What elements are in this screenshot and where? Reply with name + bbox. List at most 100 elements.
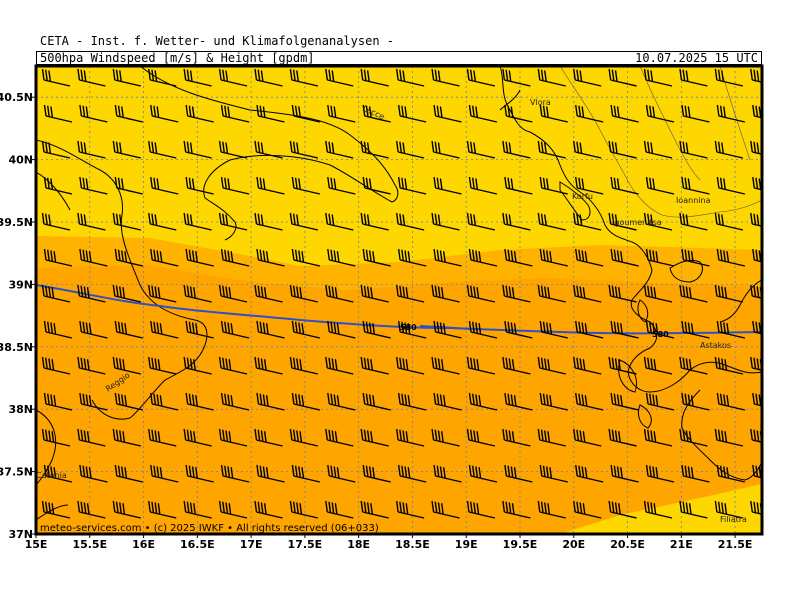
wind-barb — [575, 320, 604, 339]
wind-barb — [752, 392, 762, 407]
wind-barb — [714, 356, 744, 375]
wind-barb — [750, 68, 762, 83]
wind-barb — [504, 176, 533, 195]
wind-barb — [575, 176, 604, 195]
wind-barb — [397, 320, 427, 339]
wind-barb — [397, 104, 427, 123]
lon-tick-label: 18.5E — [395, 538, 430, 551]
lon-tick-label: 21E — [670, 538, 693, 551]
wind-barb — [610, 320, 639, 339]
wind-barb — [256, 464, 285, 483]
wind-barb — [79, 392, 108, 411]
header-parameter: 500hpa Windspeed [m/s] & Height [gpdm] — [40, 51, 315, 65]
wind-barb — [502, 140, 531, 159]
copyright-text: meteo-services.com • (c) 2025 IWKF • All… — [40, 523, 379, 534]
wind-barb — [79, 104, 108, 123]
wind-barb — [112, 500, 141, 519]
wind-barb — [362, 464, 391, 483]
wind-barb — [681, 104, 710, 123]
wind-barb — [327, 320, 356, 339]
wind-barb — [539, 104, 568, 123]
wind-barb — [362, 248, 391, 267]
wind-barb — [325, 68, 354, 87]
wind-barb — [360, 428, 389, 447]
wind-barb — [220, 392, 250, 411]
wind-barb — [183, 428, 212, 447]
wind-barb — [183, 212, 212, 231]
wind-barb — [431, 500, 460, 519]
wind-barb — [218, 356, 248, 375]
wind-barb — [714, 284, 744, 303]
wind-barb — [573, 356, 602, 375]
wind-barb — [466, 284, 496, 303]
wind-barb — [220, 104, 250, 123]
wind-barb — [41, 428, 71, 447]
wind-barb — [752, 464, 762, 479]
wind-barb — [575, 104, 604, 123]
lon-tick-label: 20E — [562, 538, 585, 551]
wind-barb — [362, 176, 391, 195]
contour-label-2: 580 — [652, 330, 669, 339]
wind-barb — [148, 500, 177, 519]
wind-barb — [360, 284, 389, 303]
wind-barb — [327, 248, 356, 267]
wind-barb — [608, 68, 637, 87]
wind-barb — [752, 104, 762, 119]
wind-barb — [183, 284, 212, 303]
wind-barb — [77, 428, 106, 447]
contour-label: 580 — [400, 323, 417, 332]
wind-barb — [150, 464, 179, 483]
wind-barb — [610, 248, 639, 267]
wind-barb — [643, 284, 673, 303]
wind-barb — [431, 428, 460, 447]
wind-barb — [218, 428, 248, 447]
wind-barb — [537, 284, 566, 303]
wind-barb — [643, 500, 673, 519]
wind-barb — [397, 392, 427, 411]
wind-barb — [679, 68, 708, 87]
lon-tick-label: 16.5E — [180, 538, 215, 551]
wind-barb — [397, 248, 427, 267]
wind-barb — [114, 392, 143, 411]
wind-barb — [254, 284, 283, 303]
wind-barb — [431, 284, 460, 303]
wind-barb — [112, 140, 141, 159]
lon-tick-label: 19.5E — [503, 538, 538, 551]
wind-barb — [468, 176, 498, 195]
place-astakos: Astakos — [700, 341, 731, 350]
place-igoumenitsa: Igoumenitsa — [612, 218, 662, 227]
wind-barb — [539, 392, 568, 411]
wind-barb — [468, 392, 498, 411]
header-title: CETA - Inst. f. Wetter- und Klimafolgena… — [40, 34, 395, 48]
wind-barb — [645, 392, 675, 411]
wind-barb — [750, 212, 762, 227]
wind-barb — [679, 428, 708, 447]
wind-barb — [114, 464, 143, 483]
wind-barb — [41, 356, 71, 375]
lon-tick-label: 15E — [25, 538, 48, 551]
wind-barb — [148, 68, 177, 87]
lon-tick-label: 17E — [240, 538, 263, 551]
wind-barb — [395, 428, 425, 447]
wind-barb — [466, 428, 496, 447]
lon-tick-label: 16E — [132, 538, 155, 551]
wind-barb — [112, 68, 141, 87]
lat-tick-label: 39.5N — [0, 216, 33, 229]
wind-barb — [41, 500, 71, 519]
lon-tick-label: 18E — [347, 538, 370, 551]
wind-barb — [397, 176, 427, 195]
wind-barb — [433, 104, 462, 123]
wind-barb — [325, 284, 354, 303]
wind-barb — [148, 212, 177, 231]
place-vlora: Vlora — [530, 98, 551, 107]
wind-barb — [573, 140, 602, 159]
wind-barb — [289, 500, 319, 519]
wind-barb — [750, 500, 762, 515]
wind-barb — [679, 500, 708, 519]
wind-barb — [716, 392, 746, 411]
wind-barb — [539, 320, 568, 339]
wind-barb — [289, 68, 319, 87]
wind-barb — [643, 212, 673, 231]
wind-barb — [504, 320, 533, 339]
wind-barb — [291, 464, 321, 483]
